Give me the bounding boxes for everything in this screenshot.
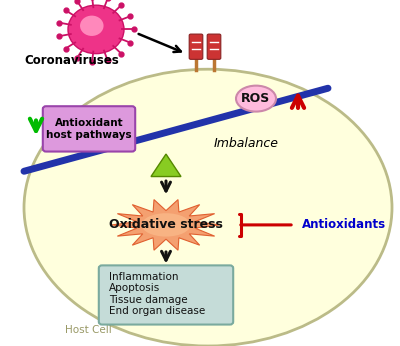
Circle shape xyxy=(68,5,124,54)
Text: Apoptosis: Apoptosis xyxy=(109,283,160,293)
FancyBboxPatch shape xyxy=(189,34,203,60)
Text: Oxidative stress: Oxidative stress xyxy=(109,218,223,231)
Text: Inflammation: Inflammation xyxy=(109,272,178,282)
Text: Antioxidants: Antioxidants xyxy=(302,218,386,231)
FancyBboxPatch shape xyxy=(207,34,221,60)
Text: Coronaviruses: Coronaviruses xyxy=(25,54,119,67)
Circle shape xyxy=(80,16,104,36)
Ellipse shape xyxy=(24,69,392,346)
Text: Tissue damage: Tissue damage xyxy=(109,295,188,304)
Polygon shape xyxy=(151,154,181,176)
Text: End organ disease: End organ disease xyxy=(109,306,205,316)
Ellipse shape xyxy=(236,86,276,111)
FancyBboxPatch shape xyxy=(43,106,135,152)
Ellipse shape xyxy=(142,213,190,237)
Text: Host Cell: Host Cell xyxy=(65,326,111,335)
FancyBboxPatch shape xyxy=(99,265,233,325)
Polygon shape xyxy=(112,200,220,250)
Text: Antioxidant
host pathways: Antioxidant host pathways xyxy=(46,118,132,139)
Text: Imbalance: Imbalance xyxy=(214,137,279,150)
Text: ROS: ROS xyxy=(241,92,271,105)
